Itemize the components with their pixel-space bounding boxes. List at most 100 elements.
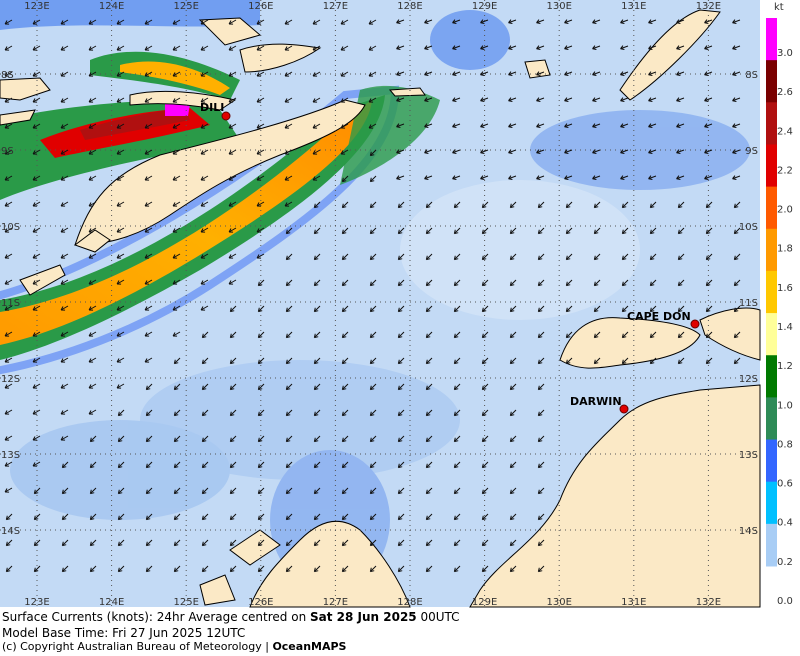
arrow [4,487,13,493]
arrow [257,331,265,339]
arrow [397,461,405,469]
arrow [341,461,349,469]
arrow [116,331,125,337]
arrow [32,97,41,103]
arrow [285,409,293,417]
arrow [425,383,433,391]
arrow [480,19,489,24]
arrow [32,227,41,233]
lat-label: 8S [745,70,758,81]
arrow [256,149,265,155]
arrow [593,201,601,209]
arrow [172,19,181,25]
current-arrows [4,19,741,573]
arrow [593,331,601,339]
lon-label: 126E [248,597,273,608]
arrow [200,253,209,259]
arrow [228,175,237,181]
arrow [397,539,405,547]
arrow [425,565,433,573]
arrow [229,383,237,391]
arrow [60,253,69,259]
arrow [368,19,377,25]
footer-line: Model Base Time: Fri 27 Jun 2025 12UTC [2,626,246,640]
arrow [648,45,657,50]
text: (c) Copyright Australian Bureau of Meteo… [2,640,273,653]
arrow [144,149,153,155]
lon-label: 123E [24,1,49,12]
arrow [369,513,377,521]
arrow [537,487,545,495]
lon-label: 132E [696,597,721,608]
arrow [313,513,321,521]
arrow [313,435,321,443]
arrow [341,253,349,261]
lat-label: 8S [1,70,14,81]
arrow [649,227,657,235]
arrow [201,331,209,339]
arrow [61,461,69,469]
arrow [564,97,573,102]
arrow [453,383,461,391]
arrow [285,331,293,339]
arrow [508,45,517,50]
arrow [5,513,13,521]
arrow [649,253,657,261]
arrow [509,435,517,443]
arrow [60,409,69,415]
arrow [480,175,489,180]
arrow [592,71,601,76]
arrow [341,539,349,547]
arrow [537,357,545,365]
text: Sat 28 Jun 2025 [310,610,417,624]
arrow [620,97,629,102]
arrow [32,175,41,181]
arrow [33,487,41,495]
arrow [396,149,405,154]
colorbar-label: 1.8 [777,244,793,255]
arrow [88,45,97,51]
arrow [144,331,153,337]
arrow [704,97,713,102]
colorbar-label: 1.6 [777,283,793,294]
arrow [4,149,13,155]
arrow [621,253,629,261]
arrow [452,45,461,50]
arrow [200,227,209,233]
arrow [537,435,545,443]
arrow [173,357,181,365]
arrow [60,149,69,155]
arrow [257,461,265,469]
arrow [397,565,405,573]
arrow [116,123,125,129]
arrow [89,435,97,443]
arrow [88,227,97,233]
arrow [229,513,237,521]
arrow [452,149,461,154]
colorbar-segment [766,228,777,272]
arrow [733,201,741,209]
arrow [256,19,265,25]
arrow [200,175,209,181]
arrow [32,201,41,207]
arrow [453,331,461,339]
arrow [369,383,377,391]
arrow [592,97,601,102]
arrow [145,383,153,391]
arrow [172,331,181,337]
lon-label: 125E [173,597,198,608]
arrow [60,71,69,77]
arrow [313,487,321,495]
arrow [536,71,545,76]
arrow [32,149,41,155]
arrow [4,357,13,363]
arrow [312,149,321,155]
arrow [60,19,69,25]
arrow [5,565,13,573]
arrow [285,539,293,547]
arrow [257,565,265,573]
arrow [116,383,125,389]
arrow [88,357,97,363]
arrow [284,201,293,207]
arrow [117,409,125,417]
